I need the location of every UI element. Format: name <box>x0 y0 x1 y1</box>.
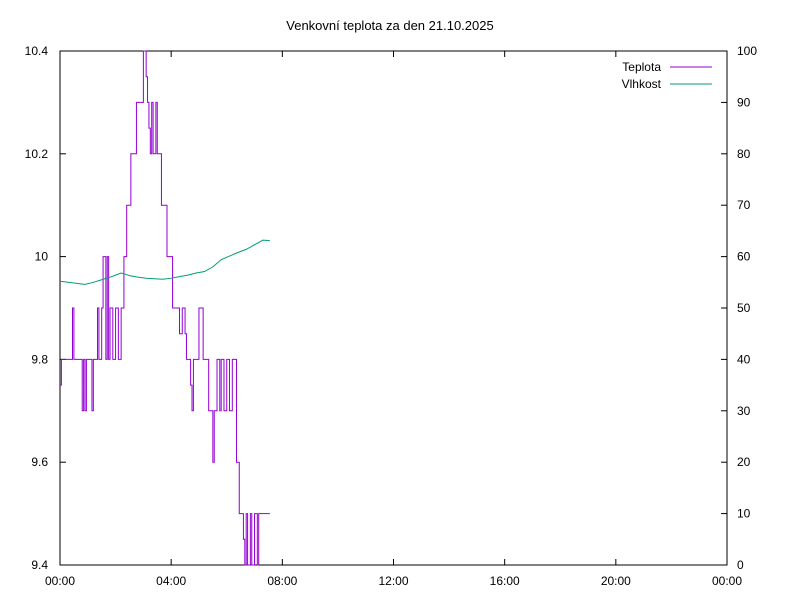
y-left-tick-label: 10.4 <box>25 44 49 58</box>
y-axis-right: 0 10 20 30 40 50 60 70 80 90 100 <box>721 44 757 572</box>
y-left-tick-label: 9.6 <box>31 455 48 469</box>
y-right-tick-label: 20 <box>737 455 751 469</box>
y-right-tick-label: 70 <box>737 198 751 212</box>
series-group <box>59 50 270 566</box>
y-right-tick-label: 50 <box>737 301 751 315</box>
y-left-tick-label: 9.8 <box>31 352 48 366</box>
y-right-tick-label: 30 <box>737 404 751 418</box>
y-axis-left: 9.4 9.6 9.8 10 10.2 10.4 <box>25 44 66 572</box>
x-tick-label: 04:00 <box>156 574 186 588</box>
legend: Teplota Vlhkost <box>622 60 712 91</box>
x-tick-label: 12:00 <box>378 574 408 588</box>
x-tick-label: 00:00 <box>45 574 75 588</box>
legend-label-vlhkost: Vlhkost <box>622 77 662 91</box>
y-left-tick-label: 10.2 <box>25 147 49 161</box>
y-right-tick-label: 80 <box>737 147 751 161</box>
legend-label-teplota: Teplota <box>622 60 661 74</box>
series-line-vlhkost <box>59 239 270 285</box>
chart-title: Venkovní teplota za den 21.10.2025 <box>286 18 493 33</box>
x-tick-label: 00:00 <box>712 574 742 588</box>
x-tick-label: 20:00 <box>601 574 631 588</box>
x-tick-label: 08:00 <box>267 574 297 588</box>
y-right-tick-label: 10 <box>737 507 751 521</box>
y-right-tick-label: 0 <box>737 558 744 572</box>
y-right-tick-label: 40 <box>737 352 751 366</box>
y-left-tick-label: 9.4 <box>31 558 48 572</box>
y-right-tick-label: 100 <box>737 44 757 58</box>
y-right-tick-label: 60 <box>737 250 751 264</box>
y-left-tick-label: 10 <box>35 250 49 264</box>
y-right-tick-label: 90 <box>737 95 751 109</box>
x-axis: 00:00 04:00 08:00 12:00 16:00 20:00 00:00 <box>45 51 742 588</box>
series-line-teplota <box>60 50 270 566</box>
x-tick-label: 16:00 <box>490 574 520 588</box>
